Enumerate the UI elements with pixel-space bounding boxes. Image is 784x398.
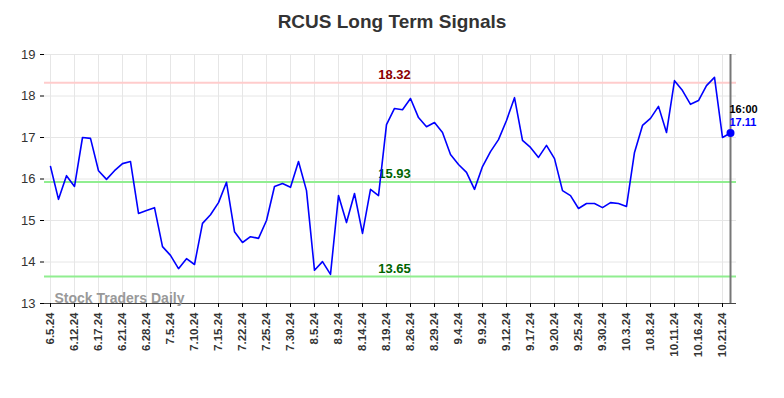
svg-text:9.30.24: 9.30.24: [596, 312, 608, 351]
svg-text:17.11: 17.11: [730, 116, 757, 128]
svg-text:9.12.24: 9.12.24: [500, 312, 512, 351]
svg-text:8.26.24: 8.26.24: [404, 312, 416, 351]
svg-text:8.9.24: 8.9.24: [332, 312, 344, 345]
svg-text:9.4.24: 9.4.24: [452, 312, 464, 345]
svg-text:10.16.24: 10.16.24: [692, 312, 704, 357]
svg-text:6.12.24: 6.12.24: [68, 312, 80, 351]
svg-text:8.5.24: 8.5.24: [308, 312, 320, 345]
svg-text:13: 13: [21, 296, 35, 311]
svg-text:18: 18: [21, 88, 35, 103]
svg-text:6.28.24: 6.28.24: [140, 312, 152, 351]
svg-text:6.5.24: 6.5.24: [44, 312, 56, 345]
svg-text:17: 17: [21, 130, 35, 145]
svg-text:18.32: 18.32: [378, 67, 411, 82]
svg-text:7.22.24: 7.22.24: [236, 312, 248, 351]
svg-text:16:00: 16:00: [730, 103, 758, 115]
svg-text:19: 19: [21, 47, 35, 62]
svg-text:7.15.24: 7.15.24: [212, 312, 224, 351]
html-text:RCUS Long Term Signals: RCUS Long Term Signals: [277, 11, 507, 32]
svg-text:9.25.24: 9.25.24: [572, 312, 584, 351]
svg-text:Stock Traders Daily: Stock Traders Daily: [54, 289, 185, 306]
svg-text:13.65: 13.65: [378, 261, 411, 276]
svg-text:8.29.24: 8.29.24: [428, 312, 440, 351]
svg-text:6.17.24: 6.17.24: [92, 312, 104, 351]
svg-text:14: 14: [21, 254, 35, 269]
svg-text:10.11.24: 10.11.24: [668, 312, 680, 357]
svg-text:7.25.24: 7.25.24: [260, 312, 272, 351]
svg-text:6.21.24: 6.21.24: [116, 312, 128, 351]
svg-text:7.5.24: 7.5.24: [164, 312, 176, 345]
svg-text:16: 16: [21, 171, 35, 186]
svg-text:7.10.24: 7.10.24: [188, 312, 200, 351]
svg-text:10.21.24: 10.21.24: [716, 312, 728, 357]
svg-text:9.9.24: 9.9.24: [476, 312, 488, 345]
svg-text:8.19.24: 8.19.24: [380, 312, 392, 351]
svg-text:9.20.24: 9.20.24: [548, 312, 560, 351]
svg-text:15: 15: [21, 213, 35, 228]
svg-text:8.14.24: 8.14.24: [356, 312, 368, 351]
svg-text:7.30.24: 7.30.24: [284, 312, 296, 351]
svg-text:10.3.24: 10.3.24: [620, 312, 632, 351]
svg-text:10.8.24: 10.8.24: [644, 312, 656, 351]
svg-text:9.17.24: 9.17.24: [524, 312, 536, 351]
svg-text:15.93: 15.93: [378, 166, 411, 181]
